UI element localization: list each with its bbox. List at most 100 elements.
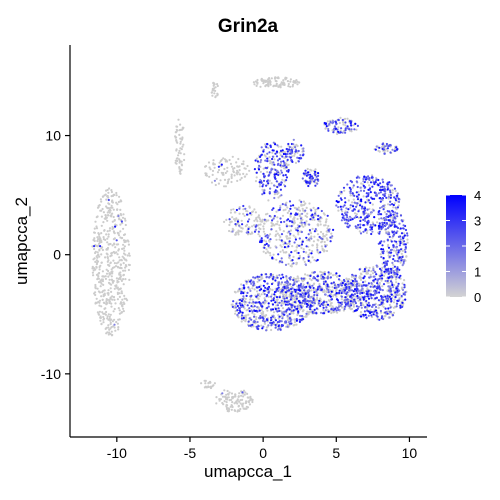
cell-point (265, 314, 268, 317)
cell-point (113, 323, 116, 326)
cell-point (264, 243, 267, 246)
cell-point (280, 324, 283, 328)
cell-point (374, 293, 377, 296)
cell-point (111, 199, 114, 202)
cell-point (364, 229, 367, 232)
cell-point (352, 205, 355, 208)
cell-point (359, 223, 362, 226)
cell-point (289, 212, 293, 215)
cell-point (274, 143, 277, 146)
cell-point (304, 251, 308, 254)
cell-point (388, 310, 391, 313)
cell-point (175, 136, 178, 139)
cell-point (106, 256, 109, 260)
cell-point (366, 272, 369, 275)
cell-point (212, 162, 215, 165)
cell-point (108, 264, 111, 267)
cell-point (372, 223, 375, 226)
cell-point (270, 308, 273, 311)
cell-point (311, 256, 314, 259)
cell-point (242, 212, 245, 215)
cell-point (378, 146, 381, 149)
cell-point (277, 325, 280, 328)
cell-point (337, 118, 340, 121)
cell-point (257, 325, 260, 328)
cell-point (230, 165, 234, 168)
cell-point (211, 169, 215, 172)
cell-point (113, 287, 116, 290)
cell-point (91, 265, 94, 268)
cell-point (305, 305, 308, 308)
cell-point (100, 200, 103, 203)
cell-point (380, 295, 383, 298)
cell-point (385, 270, 388, 273)
cell-point (211, 89, 214, 92)
cell-point (262, 289, 266, 292)
cell-point (370, 305, 374, 308)
cell-point (309, 305, 312, 308)
cell-point (359, 216, 362, 219)
cell-point (279, 328, 282, 331)
cell-point (334, 127, 337, 130)
cell-point (340, 301, 344, 304)
chart-title: Grin2a (218, 16, 279, 37)
cell-point (211, 94, 214, 97)
cell-point (389, 287, 392, 290)
cell-point (355, 305, 358, 308)
cell-point (102, 321, 105, 324)
cell-point (356, 185, 359, 189)
cell-point (402, 232, 406, 235)
cell-point (398, 244, 401, 247)
cell-point (392, 254, 395, 257)
cell-point (381, 285, 384, 288)
cell-point (176, 157, 179, 160)
cell-point (111, 212, 114, 215)
cell-point (262, 183, 265, 186)
cell-point (96, 311, 99, 314)
cell-point (100, 215, 103, 218)
cell-point (352, 290, 355, 293)
cell-point (353, 216, 356, 219)
cell-point (320, 271, 323, 274)
cell-point (114, 329, 117, 332)
cell-point (114, 246, 117, 249)
cell-point (273, 196, 276, 200)
cell-point (288, 155, 291, 158)
cell-point (286, 152, 289, 156)
cell-point (96, 287, 99, 290)
cell-point (279, 235, 282, 239)
cell-point (319, 220, 322, 223)
cell-point (278, 319, 281, 322)
cell-point (290, 287, 293, 291)
cell-point (389, 280, 393, 283)
cell-point (393, 224, 396, 227)
cell-point (112, 259, 115, 262)
cell-point (260, 237, 263, 240)
cell-point (319, 236, 322, 240)
cell-point (183, 153, 186, 156)
cell-point (302, 309, 305, 312)
cell-point (259, 178, 262, 182)
cell-point (274, 323, 277, 327)
cell-point (110, 283, 113, 286)
cell-point (311, 250, 314, 253)
cell-point (100, 224, 103, 227)
cell-point (255, 157, 258, 160)
cell-point (95, 265, 98, 268)
cell-point (262, 179, 266, 182)
cell-point (123, 294, 126, 297)
cell-point (283, 300, 286, 303)
cell-point (293, 154, 296, 157)
cell-point (308, 277, 311, 280)
cell-point (227, 178, 231, 181)
cell-point (360, 207, 363, 210)
cell-point (289, 85, 292, 88)
cell-point (102, 238, 105, 241)
cell-point (98, 242, 101, 245)
cell-point (242, 305, 245, 308)
cell-point (399, 238, 402, 241)
cell-point (284, 251, 287, 254)
cell-point (214, 183, 217, 187)
cell-point (314, 178, 317, 181)
cell-point (284, 77, 287, 80)
